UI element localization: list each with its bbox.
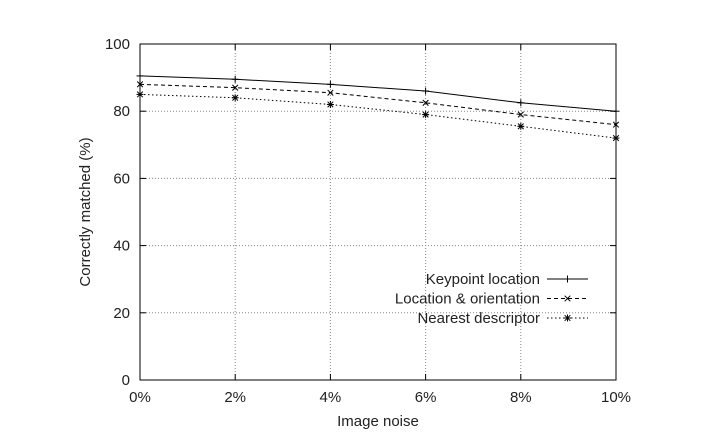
marker-stroke xyxy=(564,314,571,322)
legend: Keypoint location Location & orientation N… xyxy=(395,271,588,327)
data-point xyxy=(326,100,334,108)
data-point xyxy=(327,89,334,96)
data-point xyxy=(422,99,429,106)
data-point xyxy=(231,75,239,83)
legend-item: Keypoint location xyxy=(426,271,588,288)
data-point xyxy=(422,87,430,95)
axis-ticks xyxy=(139,43,617,381)
data-point xyxy=(422,111,430,119)
series-line xyxy=(139,93,617,139)
y-tick-label: 60 xyxy=(113,170,130,187)
data-point xyxy=(232,84,239,91)
legend-item: Nearest descriptor xyxy=(417,310,588,327)
y-axis-title: Correctly matched (%) xyxy=(77,137,94,286)
data-point xyxy=(517,122,525,130)
x-tick-label: 0% xyxy=(129,389,151,406)
marker-stroke xyxy=(327,101,334,108)
series-line xyxy=(139,75,617,112)
series-1 xyxy=(136,72,620,115)
data-point xyxy=(136,90,144,98)
data-point xyxy=(612,134,620,142)
marker-stroke xyxy=(136,91,144,98)
marker-stroke xyxy=(327,89,334,96)
marker-stroke xyxy=(232,94,239,101)
x-tick-label: 4% xyxy=(320,389,342,406)
data-point xyxy=(612,107,620,115)
marker-stroke xyxy=(136,81,144,88)
y-tick-label: 100 xyxy=(105,36,130,53)
y-tick-label: 20 xyxy=(113,305,130,322)
x-tick-label: 6% xyxy=(415,389,437,406)
x-tick-label: 2% xyxy=(224,389,246,406)
marker-stroke xyxy=(612,121,620,128)
plot-frame xyxy=(139,43,617,381)
x-axis-tick-labels: 0% 2% 4% 6% 8% 10% xyxy=(129,389,631,406)
data-point xyxy=(564,295,571,302)
data-point xyxy=(564,314,571,322)
y-axis-tick-labels: 0 20 40 60 80 100 xyxy=(105,36,130,389)
y-tick-label: 0 xyxy=(122,372,130,389)
series-3 xyxy=(136,90,620,142)
marker-stroke xyxy=(232,84,239,91)
series-line xyxy=(139,83,617,126)
grid xyxy=(140,44,616,380)
marker-stroke xyxy=(517,111,524,118)
data-point xyxy=(231,94,239,102)
x-tick-label: 10% xyxy=(601,389,631,406)
legend-label: Location & orientation xyxy=(395,291,540,308)
series xyxy=(136,72,620,142)
data-point xyxy=(326,80,334,88)
legend-item: Location & orientation xyxy=(395,291,588,308)
data-point xyxy=(136,81,144,88)
data-point xyxy=(564,275,571,283)
y-tick-label: 80 xyxy=(113,103,130,120)
marker-stroke xyxy=(422,111,429,118)
marker-stroke xyxy=(422,99,429,106)
data-point xyxy=(517,99,525,107)
marker-stroke xyxy=(612,134,620,142)
marker-stroke xyxy=(517,123,524,130)
data-point xyxy=(136,72,144,80)
data-point xyxy=(612,121,620,128)
y-tick-label: 40 xyxy=(113,238,130,255)
legend-label: Nearest descriptor xyxy=(417,310,540,327)
data-point xyxy=(517,111,524,118)
marker-stroke xyxy=(564,295,571,302)
x-axis-title: Image noise xyxy=(337,413,419,430)
series-2 xyxy=(136,81,620,128)
legend-label: Keypoint location xyxy=(426,271,540,288)
x-tick-label: 8% xyxy=(510,389,532,406)
